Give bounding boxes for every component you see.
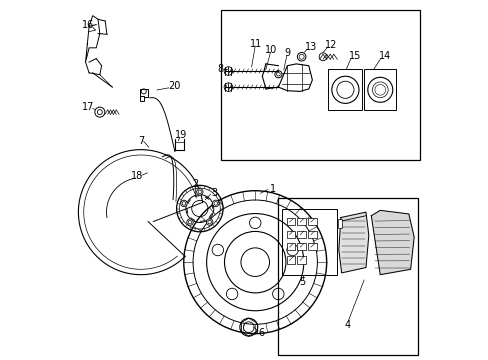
Text: 16: 16 — [82, 19, 94, 30]
Circle shape — [206, 219, 212, 225]
Bar — [278, 198, 417, 355]
Bar — [286, 243, 295, 250]
Text: 18: 18 — [130, 171, 142, 181]
Bar — [307, 243, 316, 250]
Bar — [286, 218, 295, 225]
Bar — [297, 218, 305, 225]
Text: 8: 8 — [217, 64, 223, 74]
Bar — [282, 208, 337, 275]
Text: 1: 1 — [269, 184, 276, 194]
Bar — [297, 256, 305, 264]
Bar — [286, 256, 295, 264]
Bar — [297, 243, 305, 250]
Bar — [140, 89, 147, 97]
Text: 17: 17 — [81, 103, 94, 112]
Text: 10: 10 — [264, 45, 277, 55]
Circle shape — [186, 219, 193, 225]
Circle shape — [212, 200, 219, 207]
Bar — [364, 69, 396, 111]
Text: 12: 12 — [325, 40, 337, 50]
Bar — [337, 219, 342, 228]
Text: 19: 19 — [174, 130, 186, 140]
Bar — [307, 218, 316, 225]
Text: 5: 5 — [299, 277, 305, 287]
Text: 14: 14 — [378, 51, 390, 61]
Bar — [297, 231, 305, 238]
Text: 13: 13 — [304, 42, 316, 52]
Text: 9: 9 — [284, 48, 290, 58]
Text: 4: 4 — [345, 320, 350, 330]
Polygon shape — [338, 212, 368, 273]
Polygon shape — [370, 210, 413, 275]
Text: 11: 11 — [249, 39, 262, 49]
Bar — [307, 231, 316, 238]
Circle shape — [97, 110, 102, 114]
Bar — [328, 69, 362, 111]
Text: 6: 6 — [258, 328, 264, 338]
Text: 3: 3 — [211, 188, 217, 198]
Circle shape — [196, 189, 203, 195]
Bar — [140, 96, 144, 102]
Text: 15: 15 — [348, 51, 361, 61]
Text: 2: 2 — [192, 179, 198, 189]
Text: 20: 20 — [167, 81, 180, 91]
Text: 7: 7 — [138, 136, 144, 146]
Circle shape — [181, 200, 187, 207]
Bar — [286, 231, 295, 238]
Bar — [221, 10, 419, 160]
